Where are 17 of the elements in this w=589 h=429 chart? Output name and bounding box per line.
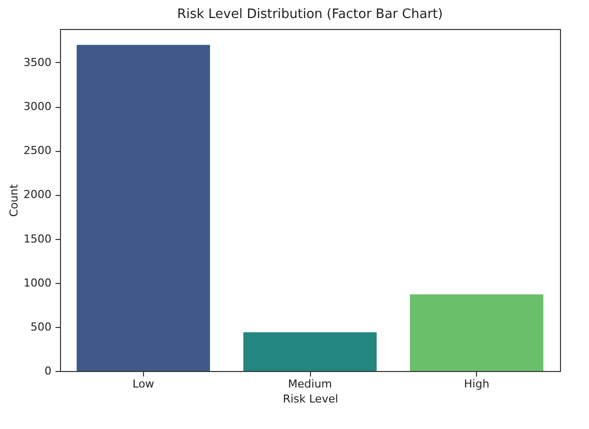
y-tick-label: 1000	[24, 276, 52, 290]
bar	[410, 294, 544, 371]
y-tick-label: 3500	[24, 56, 52, 69]
y-tick-label: 2500	[24, 144, 52, 158]
x-axis-title: Risk Level	[282, 392, 338, 406]
x-tick-label: Low	[132, 378, 154, 390]
y-tick-label: 2000	[24, 188, 52, 202]
bar	[243, 332, 377, 371]
y-tick-label: 0	[44, 364, 52, 378]
y-tick-label: 500	[30, 320, 52, 334]
y-axis-title: Count	[8, 183, 21, 217]
x-tick-label: High	[464, 378, 490, 390]
bar	[76, 44, 210, 371]
y-tick-label: 3000	[24, 100, 52, 114]
x-tick-label: Medium	[288, 378, 332, 390]
y-tick-label: 1500	[24, 232, 52, 246]
chart-title: Risk Level Distribution (Factor Bar Chart)	[177, 7, 443, 22]
